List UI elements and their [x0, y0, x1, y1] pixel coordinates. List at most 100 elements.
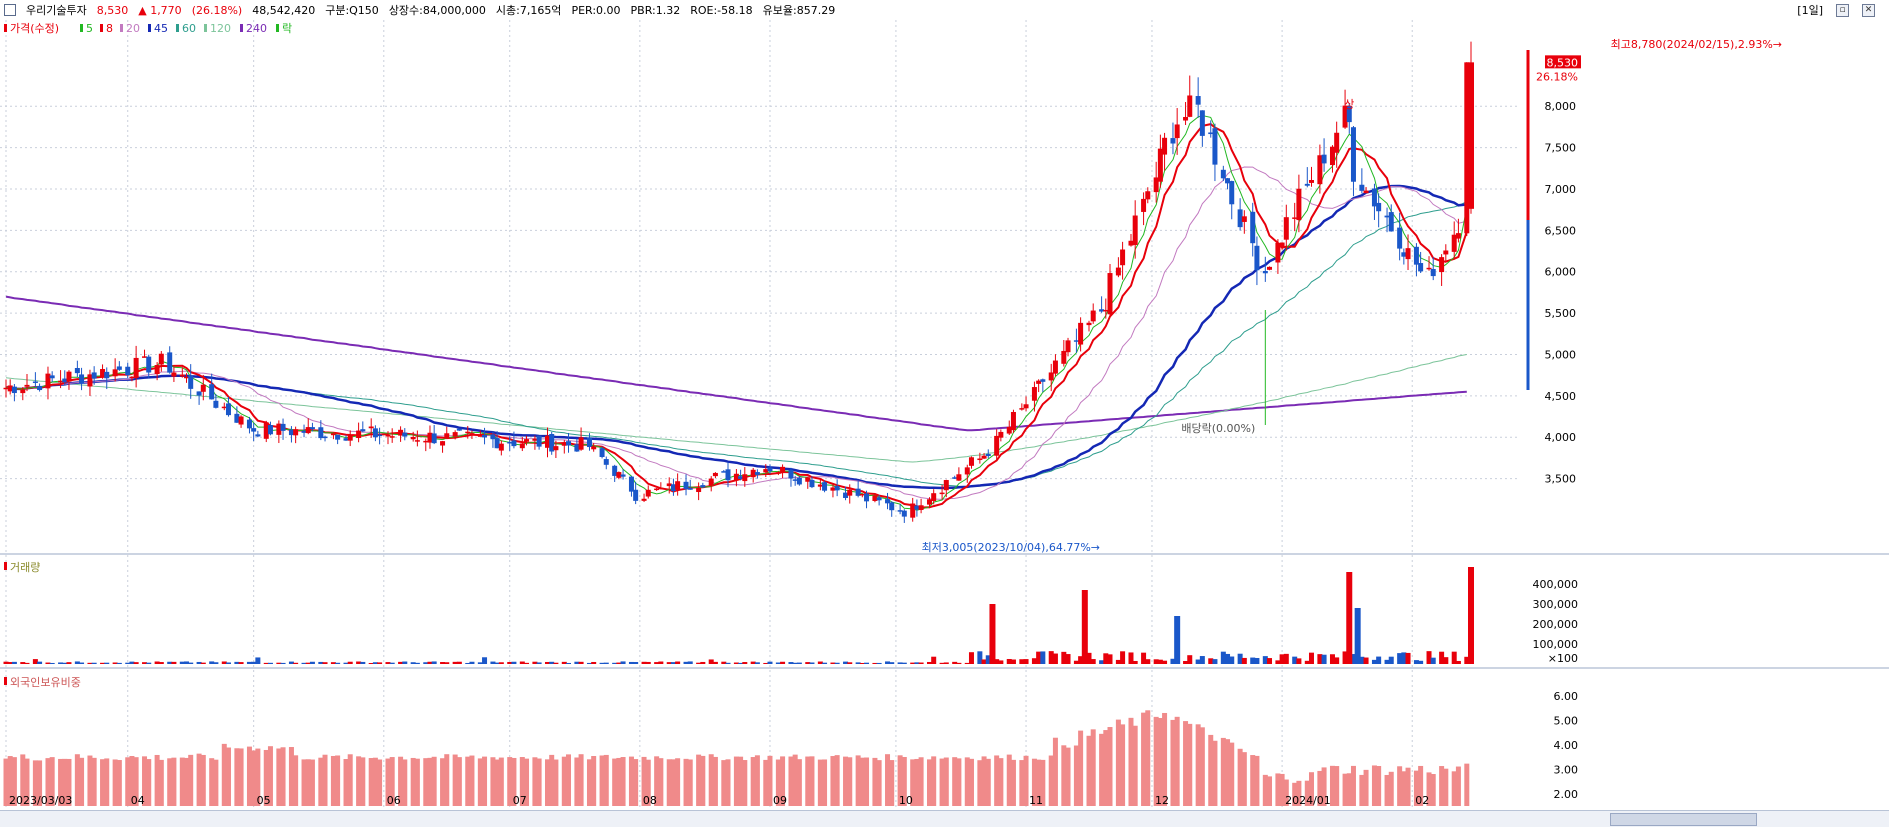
x-tick-label: 04 — [131, 794, 145, 807]
stock-price: 8,530 — [96, 3, 129, 17]
candle-body — [87, 374, 93, 387]
volume-bar — [918, 662, 924, 664]
volume-bar — [687, 661, 693, 664]
legend-ma-label: 5 — [86, 22, 93, 35]
candle-body — [763, 469, 769, 473]
volume-bar — [1157, 659, 1163, 664]
legend-swatch — [80, 24, 83, 32]
price-change: ▲ 1,770 — [138, 3, 182, 17]
candle-body — [1006, 426, 1012, 434]
volume-bar — [599, 662, 605, 664]
foreign-bar — [507, 757, 513, 806]
foreign-bar — [1334, 766, 1340, 806]
volume-bar — [511, 661, 517, 664]
candle-body — [1019, 408, 1025, 410]
foreign-bar — [1363, 769, 1369, 806]
candle-body — [234, 413, 240, 423]
x-tick-label: 2023/03/03 — [9, 794, 72, 807]
minimize-icon[interactable]: ▫ — [1836, 3, 1849, 17]
volume-bar — [1040, 651, 1046, 664]
candle-body — [255, 434, 261, 437]
foreign-bar — [318, 757, 324, 806]
candle-body — [885, 499, 891, 504]
candle-body — [616, 472, 622, 478]
volume-bar — [1212, 659, 1218, 664]
foreign-bar — [1229, 742, 1235, 806]
candle-body — [1334, 132, 1340, 153]
foreign-tick-label: 5.00 — [1554, 715, 1579, 728]
candle-body — [129, 376, 135, 379]
candle-body — [1208, 132, 1214, 135]
candle-body — [1384, 215, 1390, 218]
foreign-bar — [1132, 725, 1138, 806]
candle-body — [1052, 360, 1058, 374]
volume-bar — [225, 662, 231, 664]
candle-body — [1229, 181, 1235, 205]
candle-body — [1141, 198, 1147, 212]
foreign-bar — [683, 758, 689, 806]
volume-bar — [926, 661, 932, 664]
candle-body — [146, 356, 152, 373]
volume-bar — [188, 662, 194, 664]
foreign-bar — [792, 754, 798, 806]
candle-body — [1275, 243, 1281, 263]
period-button[interactable]: [1일] — [1797, 4, 1823, 17]
candle-body — [112, 369, 118, 377]
foreign-bar — [431, 756, 437, 806]
foreign-bar — [574, 757, 580, 806]
volume-bar — [712, 661, 718, 664]
foreign-bar — [1464, 763, 1470, 806]
volume-bar — [939, 662, 945, 664]
scroll-thumb[interactable] — [1610, 813, 1757, 826]
foreign-bar — [889, 760, 895, 806]
candle-body — [1304, 183, 1310, 186]
foreign-bar — [360, 757, 366, 806]
volume-bar — [1170, 658, 1176, 664]
volume-bar — [91, 662, 97, 664]
foreign-bar — [1036, 759, 1042, 806]
volume-bar — [809, 662, 815, 664]
candle-body — [1187, 95, 1193, 117]
volume-bar — [1279, 654, 1285, 664]
foreign-tick-label: 2.00 — [1554, 788, 1579, 801]
legend-swatch — [4, 562, 7, 570]
foreign-bar — [288, 747, 294, 806]
candle-body — [876, 497, 882, 501]
foreign-bar — [796, 759, 802, 806]
volume-bar — [1430, 657, 1436, 664]
foreign-bar — [225, 747, 231, 806]
close-icon[interactable]: ✕ — [1862, 3, 1875, 17]
candle-body — [225, 403, 231, 416]
checkbox[interactable] — [4, 4, 16, 16]
candle-body — [1405, 248, 1411, 260]
candle-body — [1321, 154, 1327, 164]
foreign-bar — [389, 757, 395, 806]
foreign-bar — [931, 756, 937, 806]
volume-bar — [956, 662, 962, 664]
volume-bar — [666, 662, 672, 664]
volume-bar — [1120, 651, 1126, 664]
x-tick-label: 2024/01 — [1285, 794, 1331, 807]
high-annotation: 최고8,780(2024/02/15),2.93%→ — [1611, 38, 1782, 51]
foreign-bar — [1090, 729, 1096, 806]
foreign-bar — [725, 759, 731, 806]
foreign-bar — [775, 759, 781, 806]
volume-bar — [901, 662, 907, 664]
volume-bar — [1187, 655, 1193, 664]
volume-bar — [11, 661, 17, 664]
volume-bar — [553, 662, 559, 664]
volume-bar — [1078, 656, 1084, 664]
scroll-bar[interactable] — [0, 810, 1889, 827]
volume-bar — [179, 661, 185, 664]
foreign-bar — [788, 756, 794, 806]
x-tick-label: 08 — [643, 794, 657, 807]
foreign-bar — [129, 756, 135, 806]
volume-tick-label: 300,000 — [1533, 598, 1579, 611]
volume-bar — [914, 662, 920, 664]
volume-bar — [276, 662, 282, 664]
volume-bar — [725, 662, 731, 664]
candle-body — [1220, 169, 1226, 179]
x-tick-label: 06 — [387, 794, 401, 807]
candle-body — [1262, 270, 1268, 274]
candle-body — [1283, 217, 1289, 240]
